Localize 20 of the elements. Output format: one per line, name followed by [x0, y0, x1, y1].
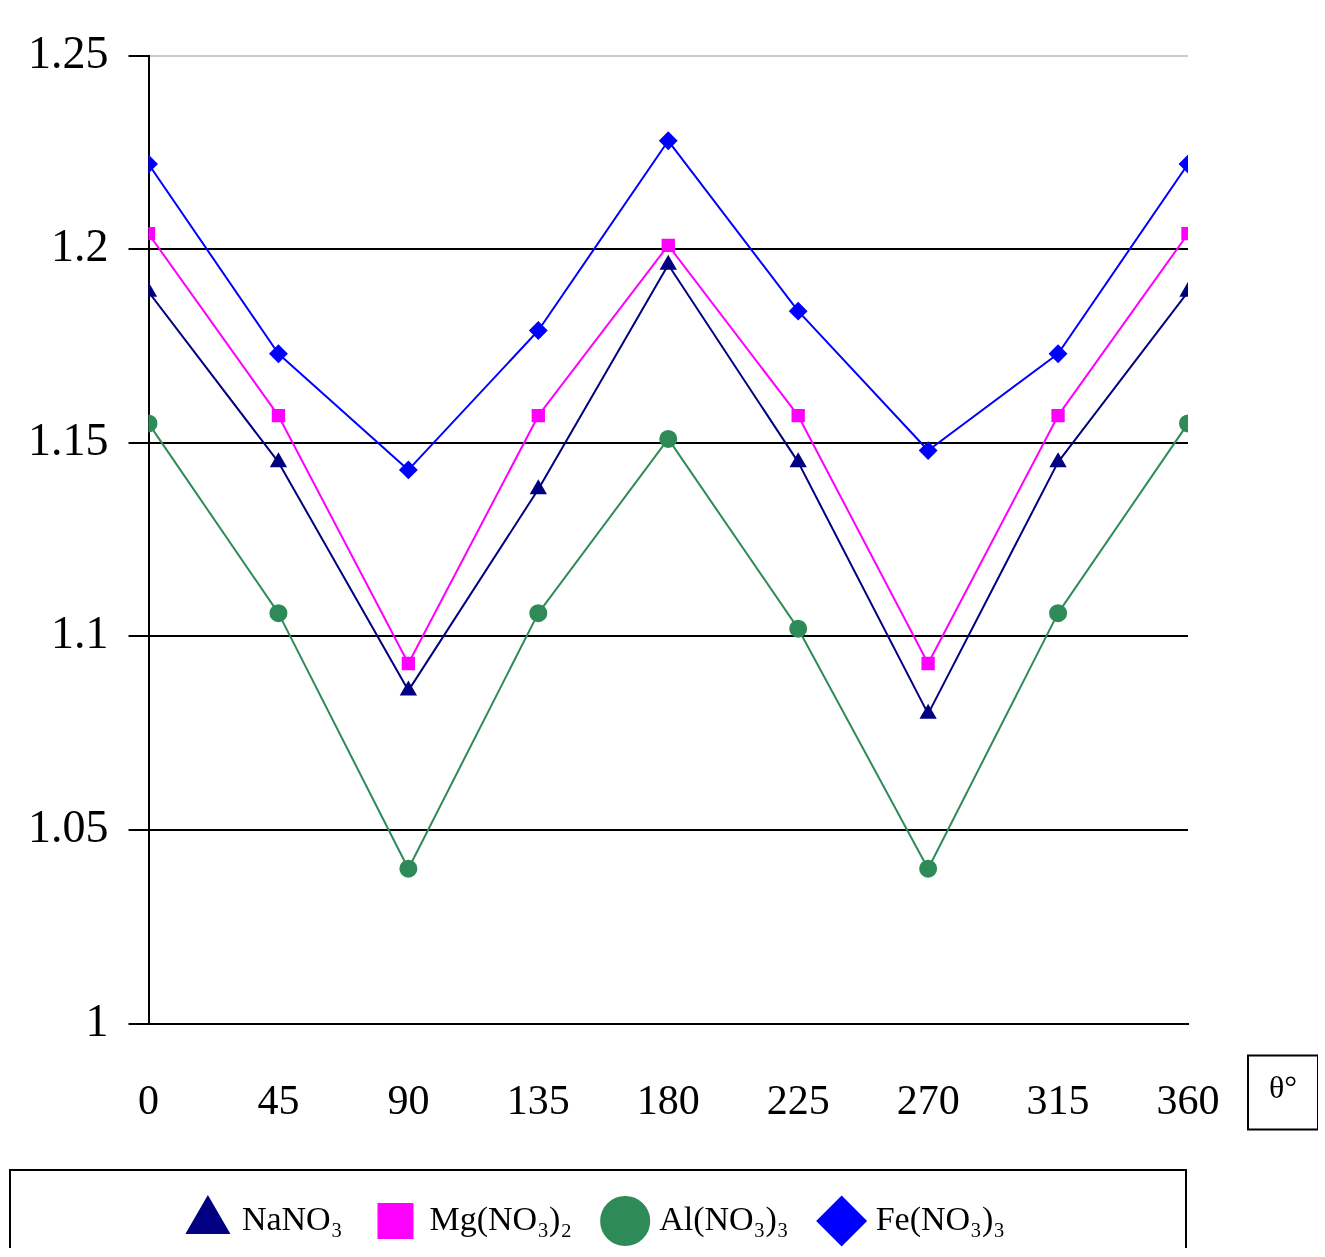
x-tick-label: 45: [257, 1076, 300, 1123]
x-tick-label: 315: [1026, 1076, 1090, 1123]
y-tick-label: 1.2: [51, 220, 109, 272]
x-tick-label: 225: [766, 1076, 830, 1123]
x-tick-label: 90: [387, 1076, 430, 1123]
y-tick-label: 1: [85, 994, 109, 1046]
y-tick-label: 1.05: [28, 801, 109, 853]
x-axis-title: θ°: [1268, 1069, 1298, 1106]
legend-label: Mg(NO₃)₂: [429, 1199, 573, 1238]
y-tick-label: 1.15: [28, 413, 109, 465]
legend-label: Al(NO₃)₃: [659, 1199, 789, 1238]
y-tick-label: 1.1: [51, 607, 109, 659]
x-tick-label: 360: [1156, 1076, 1220, 1123]
legend-label: Fe(NO₃)₃: [875, 1199, 1006, 1238]
x-tick-label: 180: [636, 1076, 700, 1123]
legend-label: NaNO₃: [241, 1199, 343, 1237]
x-tick-label: 270: [896, 1076, 960, 1123]
x-tick-label: 0: [138, 1076, 159, 1123]
y-tick-label: 1.25: [28, 26, 109, 78]
x-tick-label: 135: [506, 1076, 570, 1123]
